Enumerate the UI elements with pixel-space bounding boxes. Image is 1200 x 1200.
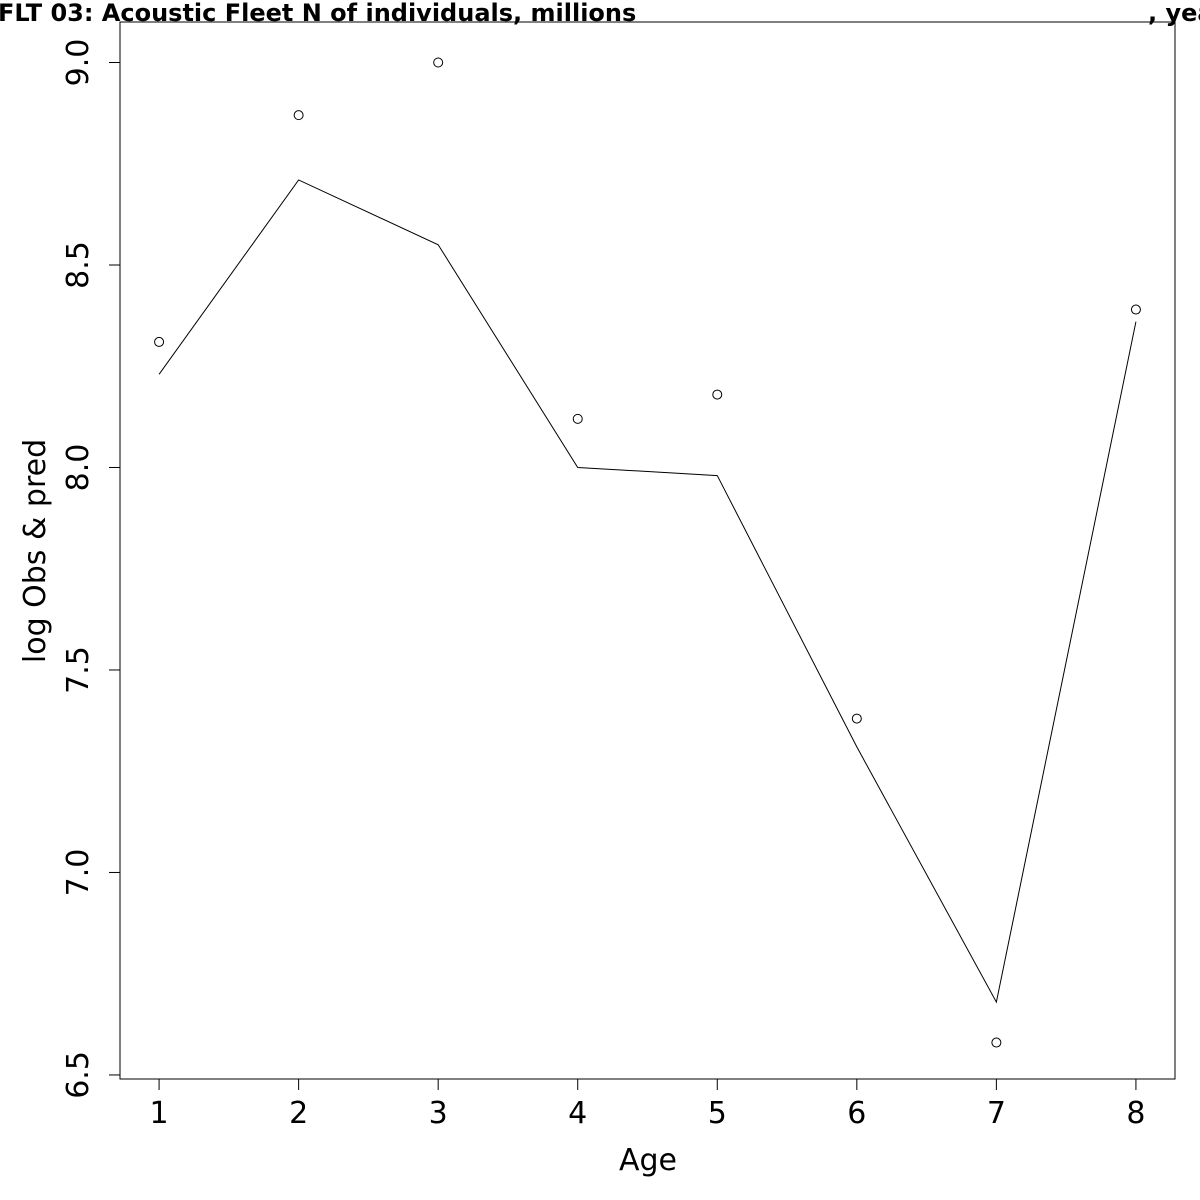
y-tick-label: 7.5 [61, 646, 96, 694]
observed-point [433, 57, 444, 68]
observed-point [572, 413, 583, 424]
x-tick-label: 6 [847, 1096, 866, 1131]
y-tick-label: 6.5 [61, 1051, 96, 1099]
y-tick-label: 8.0 [61, 444, 96, 492]
observed-point [851, 713, 862, 724]
observed-point [1130, 304, 1141, 315]
observed-point [991, 1037, 1002, 1048]
series-layer [154, 57, 1141, 1048]
x-tick-label: 3 [429, 1096, 448, 1131]
x-tick-label: 5 [708, 1096, 727, 1131]
x-axis-title: Age [619, 1143, 677, 1178]
x-tick-label: 7 [987, 1096, 1006, 1131]
x-tick-label: 1 [150, 1096, 169, 1131]
y-tick-label: 8.5 [61, 241, 96, 289]
chart-title: FLT 03: Acoustic Fleet N of individuals,… [0, 0, 636, 27]
y-axis: 6.5 7.0 7.5 8.0 8.5 9.0 [61, 39, 121, 1099]
x-tick-label: 2 [289, 1096, 308, 1131]
x-tick-label: 8 [1126, 1096, 1145, 1131]
x-axis: 1 2 3 4 5 6 7 8 [150, 1078, 1145, 1131]
plot-frame [119, 21, 1176, 1080]
y-axis-title: log Obs & pred [18, 439, 53, 663]
observed-point [712, 389, 723, 400]
y-tick-label: 7.0 [61, 849, 96, 897]
observed-point [293, 110, 304, 121]
chart-title-suffix: , yea [1148, 0, 1200, 27]
x-tick-label: 4 [568, 1096, 587, 1131]
y-tick-label: 9.0 [61, 39, 96, 87]
observed-point [154, 336, 165, 347]
predicted-line [158, 179, 1137, 1004]
